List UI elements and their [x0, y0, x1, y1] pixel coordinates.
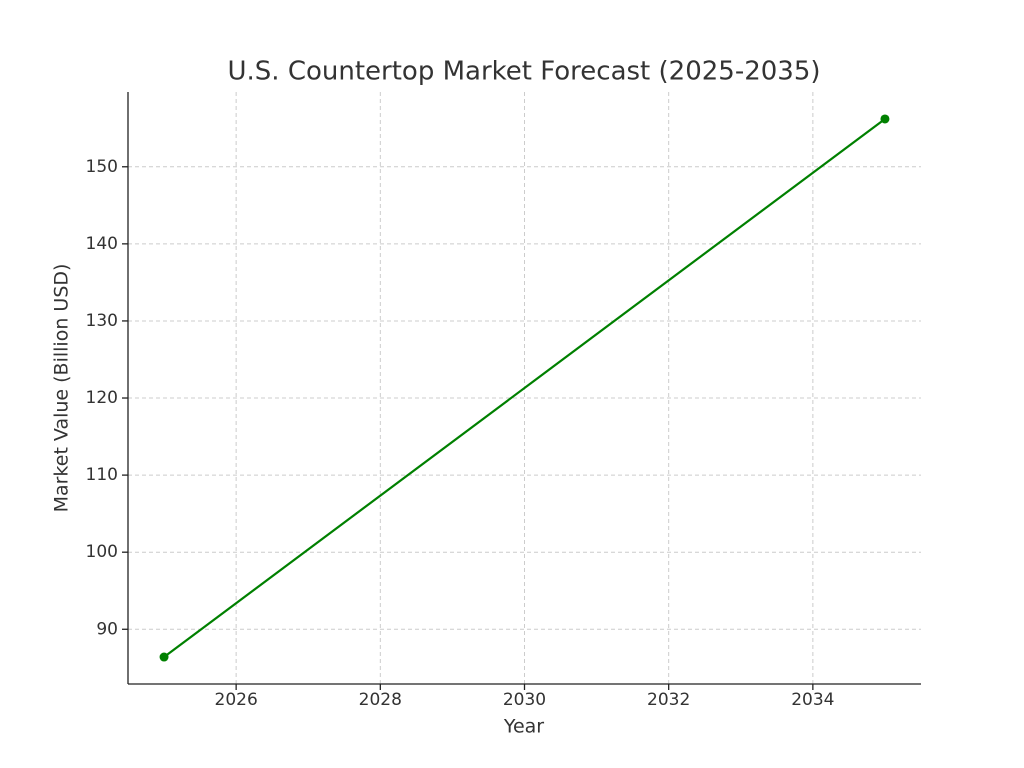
y-tick-label: 90	[96, 619, 118, 639]
y-tick-label: 110	[86, 465, 118, 485]
y-axis-label: Market Value (Billion USD)	[51, 264, 73, 513]
y-tick-label: 150	[86, 157, 118, 177]
x-tick-label: 2028	[359, 690, 402, 710]
data-point	[159, 652, 169, 662]
data-point	[880, 114, 890, 124]
data-line	[163, 118, 886, 658]
x-tick-label: 2032	[647, 690, 690, 710]
x-axis-label: Year	[503, 716, 544, 738]
y-tick-label: 100	[86, 542, 118, 562]
x-tick-label: 2026	[215, 690, 258, 710]
y-tick-label: 120	[86, 388, 118, 408]
chart-title: U.S. Countertop Market Forecast (2025-20…	[227, 57, 820, 87]
x-tick-label: 2034	[791, 690, 834, 710]
x-tick-label: 2030	[503, 690, 546, 710]
y-tick-label: 130	[86, 311, 118, 331]
y-tick-label: 140	[86, 234, 118, 254]
